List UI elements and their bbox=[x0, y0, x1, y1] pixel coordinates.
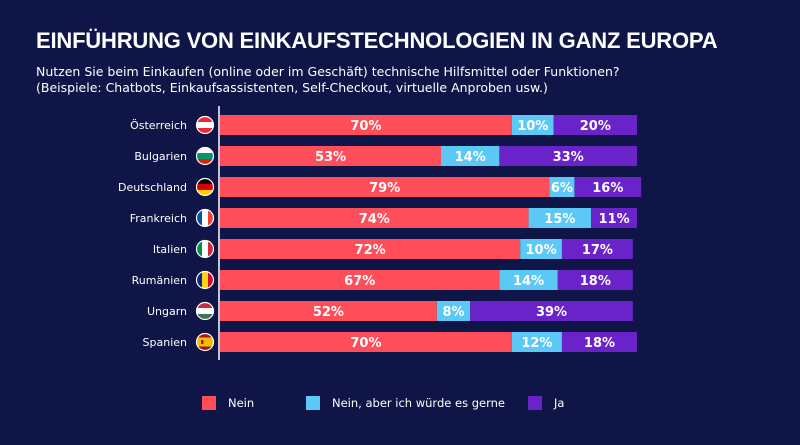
bar-spanien-ja bbox=[561, 332, 637, 352]
legend-item-nein-aber: Nein, aber ich würde es gerne bbox=[306, 396, 505, 410]
data-label-frankreich-ja: 11% bbox=[599, 212, 630, 227]
data-label-osterreich-nein: 70% bbox=[350, 119, 381, 134]
flag-ring bbox=[195, 301, 215, 321]
category-label-frankreich: Frankreich bbox=[130, 212, 187, 225]
legend-swatch-ja bbox=[528, 396, 542, 410]
flag-austria-icon bbox=[196, 116, 214, 134]
data-label-ungarn-nein-aber: 8% bbox=[442, 305, 464, 320]
data-label-bulgarien-nein-aber: 14% bbox=[455, 150, 486, 165]
flag-ring bbox=[195, 239, 215, 259]
data-label-deutschland-nein-aber: 6% bbox=[551, 181, 573, 196]
category-label-osterreich: Österreich bbox=[130, 119, 187, 132]
legend-item-nein: Nein bbox=[202, 396, 254, 410]
legend-label-nein: Nein bbox=[228, 396, 255, 410]
data-label-bulgarien-nein: 53% bbox=[315, 150, 346, 165]
flag-france-icon bbox=[196, 209, 214, 227]
bar-rumanien-ja bbox=[557, 270, 633, 290]
bar-ungarn-ja bbox=[470, 301, 633, 321]
legend-swatch-nein bbox=[202, 396, 216, 410]
data-label-rumanien-nein: 67% bbox=[344, 274, 375, 289]
bar-frankreich-ja bbox=[591, 208, 637, 228]
flag-ring bbox=[195, 332, 215, 352]
legend-item-ja: Ja bbox=[528, 396, 564, 410]
category-label-rumanien: Rumänien bbox=[132, 274, 187, 287]
bar-frankreich-nein bbox=[220, 208, 529, 228]
flag-ring bbox=[195, 115, 215, 135]
bar-osterreich-ja bbox=[553, 115, 637, 135]
data-label-deutschland-ja: 16% bbox=[592, 181, 623, 196]
category-label-spanien: Spanien bbox=[143, 336, 188, 349]
legend-swatch-nein-aber bbox=[306, 396, 320, 410]
category-label-ungarn: Ungarn bbox=[147, 305, 187, 318]
bar-osterreich-nein bbox=[220, 115, 512, 135]
bar-rumanien-nein bbox=[220, 270, 500, 290]
bar-ungarn-nein-aber bbox=[436, 301, 471, 321]
stacked-bar-chart: Österreich 70% 10% 20% Bulgarien 53% 14% 33% Deu… bbox=[118, 106, 642, 360]
chart-subtitle-line-2: (Beispiele: Chatbots, Einkaufsassistente… bbox=[36, 80, 548, 95]
bar-italien-nein bbox=[220, 239, 521, 259]
data-label-italien-nein-aber: 10% bbox=[526, 243, 557, 258]
flag-ring bbox=[195, 146, 215, 166]
data-label-spanien-ja: 18% bbox=[584, 336, 615, 351]
flag-hungary-icon bbox=[196, 302, 214, 320]
flag-ring bbox=[195, 177, 215, 197]
category-label-deutschland: Deutschland bbox=[118, 181, 187, 194]
bar-osterreich-nein-aber bbox=[511, 115, 554, 135]
flag-germany-icon bbox=[196, 178, 214, 196]
data-label-rumanien-ja: 18% bbox=[580, 274, 611, 289]
bar-ungarn-nein bbox=[220, 301, 437, 321]
data-label-osterreich-ja: 20% bbox=[580, 119, 611, 134]
data-label-frankreich-nein: 74% bbox=[359, 212, 390, 227]
bar-italien-nein-aber bbox=[520, 239, 562, 259]
data-label-italien-ja: 17% bbox=[582, 243, 613, 258]
bar-spanien-nein-aber bbox=[511, 332, 562, 352]
flag-italy-icon bbox=[196, 240, 214, 258]
bar-rumanien-nein-aber bbox=[499, 270, 558, 290]
bar-bulgarien-nein bbox=[220, 146, 442, 166]
bar-italien-ja bbox=[561, 239, 633, 259]
flag-bulgaria-icon bbox=[196, 147, 214, 165]
bar-deutschland-ja bbox=[574, 177, 642, 197]
data-label-osterreich-nein-aber: 10% bbox=[517, 119, 548, 134]
bar-frankreich-nein-aber bbox=[528, 208, 592, 228]
bar-bulgarien-ja bbox=[499, 146, 637, 166]
data-label-frankreich-nein-aber: 15% bbox=[544, 212, 575, 227]
bar-spanien-nein bbox=[220, 332, 512, 352]
data-label-spanien-nein: 70% bbox=[350, 336, 381, 351]
data-label-italien-nein: 72% bbox=[355, 243, 386, 258]
data-label-ungarn-ja: 39% bbox=[536, 305, 567, 320]
category-label-italien: Italien bbox=[153, 243, 187, 256]
flag-romania-icon bbox=[196, 271, 214, 289]
category-label-bulgarien: Bulgarien bbox=[134, 150, 187, 163]
flag-spain-icon bbox=[196, 333, 214, 351]
legend-label-nein-aber: Nein, aber ich würde es gerne bbox=[332, 396, 505, 410]
data-label-rumanien-nein-aber: 14% bbox=[513, 274, 544, 289]
bar-deutschland-nein-aber bbox=[549, 177, 575, 197]
chart-legend: Nein Nein, aber ich würde es gerne Ja bbox=[0, 396, 800, 418]
bar-deutschland-nein bbox=[220, 177, 550, 197]
chart-subtitle-line-1: Nutzen Sie beim Einkaufen (online oder i… bbox=[36, 64, 620, 79]
legend-label-ja: Ja bbox=[554, 396, 565, 410]
chart-title: EINFÜHRUNG VON EINKAUFSTECHNOLOGIEN IN G… bbox=[36, 28, 718, 53]
data-label-bulgarien-ja: 33% bbox=[553, 150, 584, 165]
flag-ring bbox=[195, 208, 215, 228]
flag-ring bbox=[195, 270, 215, 290]
data-label-ungarn-nein: 52% bbox=[313, 305, 344, 320]
bar-bulgarien-nein-aber bbox=[441, 146, 500, 166]
data-label-deutschland-nein: 79% bbox=[369, 181, 400, 196]
data-label-spanien-nein-aber: 12% bbox=[521, 336, 552, 351]
